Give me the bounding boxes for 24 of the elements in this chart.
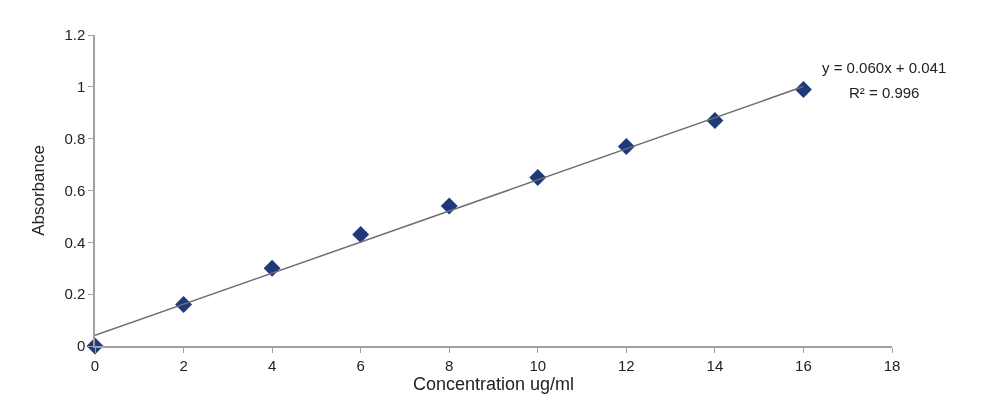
- x-axis-title: Concentration ug/ml: [412, 373, 575, 394]
- x-tick-label: 12: [617, 356, 635, 374]
- x-tick-label: 0: [90, 356, 100, 374]
- point: [263, 259, 281, 277]
- x-tick-label: 8: [445, 356, 454, 374]
- annotation: R² = 0.996: [849, 84, 920, 101]
- annotation: y = 0.060x + 0.041: [822, 59, 947, 76]
- y-axis-title: Absorbance: [29, 145, 49, 236]
- x-tick-label: 18: [883, 356, 901, 374]
- y-tick-label: 1: [76, 78, 86, 96]
- x-tick-label: 6: [356, 356, 365, 374]
- y-tick-label: 0.8: [64, 129, 86, 147]
- point: [794, 80, 812, 98]
- x-tick-label: 10: [529, 356, 547, 374]
- y-tick-label: 0.2: [64, 285, 86, 303]
- x-tick-label: 16: [795, 356, 812, 374]
- y-tick-label: 0.6: [64, 181, 86, 199]
- x-tick-label: 14: [706, 356, 724, 374]
- point: [352, 226, 370, 244]
- y-tick-label: 1.2: [64, 26, 86, 44]
- y-tick-label: 0.4: [64, 233, 86, 251]
- y-tick-label: 0: [76, 337, 86, 355]
- x-tick-label: 4: [267, 356, 277, 374]
- x-tick-label: 2: [179, 356, 188, 374]
